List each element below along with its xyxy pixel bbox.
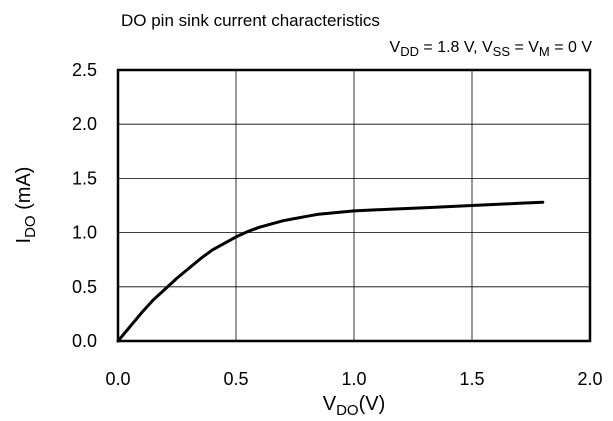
x-tick-label: 1.0 [341,369,366,389]
plot-frame [116,68,592,343]
y-axis-label: IDO (mA) [13,167,39,244]
x-tick-label: 1.5 [459,369,484,389]
x-tick-label: 0.0 [105,369,130,389]
y-tick-label: 1.5 [72,168,97,188]
x-axis-label: VDO(V) [323,393,386,419]
x-tick-label: 2.0 [577,369,602,389]
grid [118,70,590,341]
x-tick-label: 0.5 [223,369,248,389]
chart-title: DO pin sink current characteristics [121,11,380,30]
y-tick-label: 1.0 [72,223,97,243]
y-tick-labels: 0.0 0.5 1.0 1.5 2.0 2.5 [72,60,97,351]
curve-layer [116,200,545,343]
y-tick-label: 2.5 [72,60,97,80]
y-tick-label: 0.5 [72,277,97,297]
chart-conditions: VDD = 1.8 V, VSS = VM = 0 V [390,39,593,59]
y-tick-label: 0.0 [72,331,97,351]
series-line [116,200,545,343]
y-tick-label: 2.0 [72,114,97,134]
x-tick-labels: 0.0 0.5 1.0 1.5 2.0 [105,369,602,389]
